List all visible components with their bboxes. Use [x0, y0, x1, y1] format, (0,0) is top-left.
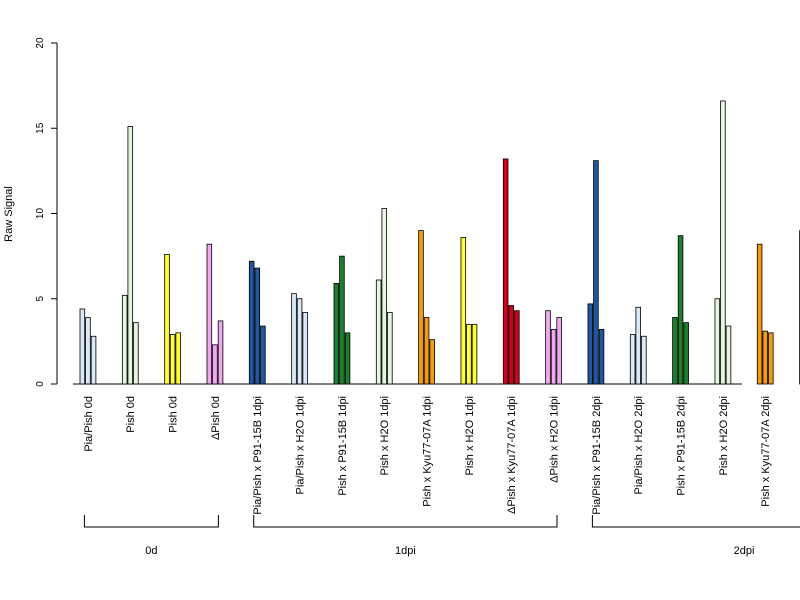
bar: [460, 236, 467, 385]
x-tick-label: Pish x P91-15B 2dpi: [676, 396, 688, 496]
x-tick-label: Pia/Pish x H2O 1dpi: [295, 396, 307, 494]
group-label: 0d: [145, 545, 157, 557]
bar: [471, 323, 478, 385]
bar: [587, 303, 594, 385]
bar: [429, 339, 435, 385]
y-tick-label: 20: [35, 37, 46, 49]
bar: [720, 100, 726, 385]
bar: [683, 322, 689, 385]
y-tick-label: 0: [35, 381, 46, 387]
bar: [502, 158, 509, 385]
bar: [254, 267, 261, 385]
x-tick-label: Pish x H2O 1dpi: [464, 396, 476, 475]
x-tick-label: Pish x H2O 2dpi: [718, 396, 730, 475]
category-labels: Pia/Pish 0d Pish 0d Pish 0d ΔPish 0d Pia/Pis…: [83, 396, 772, 515]
group-bracket: [253, 515, 558, 528]
bar: [466, 323, 472, 385]
bar: [133, 322, 139, 385]
bar: [545, 310, 551, 385]
bar: [302, 311, 308, 385]
x-tick-label: Pish x Kyu77-07A 2dpi: [760, 396, 772, 507]
bar: [260, 325, 266, 385]
bar: [127, 126, 134, 385]
group-bracket: [591, 515, 800, 528]
bar: [387, 311, 393, 385]
bar: [756, 243, 763, 385]
bar: [677, 235, 684, 385]
bar: [90, 335, 97, 385]
bars: [79, 100, 800, 385]
bar: [514, 310, 520, 385]
y-axis: 0 5 10 15 20: [35, 37, 58, 387]
x-tick-label: ΔPish x H2O 1dpi: [549, 396, 561, 483]
bar: [381, 207, 388, 385]
bar: [206, 243, 213, 385]
bar: [339, 255, 345, 385]
bar: [248, 260, 255, 385]
group-label: 1dpi: [395, 545, 416, 557]
x-tick-label: Pish 0d: [168, 396, 180, 433]
group-bracket: [83, 515, 219, 528]
bar: [593, 160, 599, 385]
bar: [762, 330, 768, 385]
x-tick-label: Pia/Pish 0d: [83, 396, 95, 452]
x-tick-label: Pish x H2O 1dpi: [379, 396, 391, 475]
bar: [344, 332, 351, 385]
y-tick-label: 10: [35, 208, 46, 220]
x-tick-label: ΔPish 0d: [210, 396, 222, 440]
bar: [418, 230, 424, 385]
bar: [212, 344, 218, 385]
bar: [79, 308, 86, 385]
bar: [641, 335, 647, 385]
y-tick-label: 15: [35, 122, 46, 134]
group-brackets: 0d1dpi2dpi3dpi5dpi: [83, 515, 800, 557]
x-tick-label: ΔPish x Kyu77-07A 1dpi: [506, 396, 518, 514]
bar: [768, 332, 774, 385]
bar: [375, 279, 382, 385]
bar: [164, 254, 170, 385]
x-tick-label: Pish x P91-15B 1dpi: [337, 396, 349, 496]
bar: [291, 293, 297, 385]
bar: [121, 294, 128, 385]
x-tick-label: Pish x Kyu77-07A 1dpi: [422, 396, 434, 507]
bar: [672, 317, 678, 385]
x-tick-label: Pia/Pish x P91-15B 1dpi: [252, 396, 264, 515]
bar: [85, 317, 91, 385]
bar: [550, 329, 557, 385]
y-tick-label: 5: [35, 296, 46, 302]
bar: [556, 317, 562, 385]
bar: [508, 305, 514, 385]
x-tick-label: Pia/Pish x H2O 2dpi: [633, 396, 645, 494]
bar: [598, 329, 605, 385]
bar: [635, 306, 641, 385]
bar: [175, 332, 181, 385]
bar: [423, 317, 430, 385]
x-tick-label: Pish 0d: [125, 396, 137, 433]
bar: [169, 334, 176, 385]
bar: [296, 298, 303, 385]
bar: [333, 282, 340, 385]
y-axis-title: Raw Signal: [3, 186, 15, 242]
bar: [217, 320, 224, 385]
bar: [714, 298, 721, 385]
group-label: 2dpi: [734, 545, 755, 557]
bar: [725, 325, 732, 385]
x-tick-label: Pia/Pish x P91-15B 2dpi: [591, 396, 603, 515]
bar: [629, 334, 636, 385]
